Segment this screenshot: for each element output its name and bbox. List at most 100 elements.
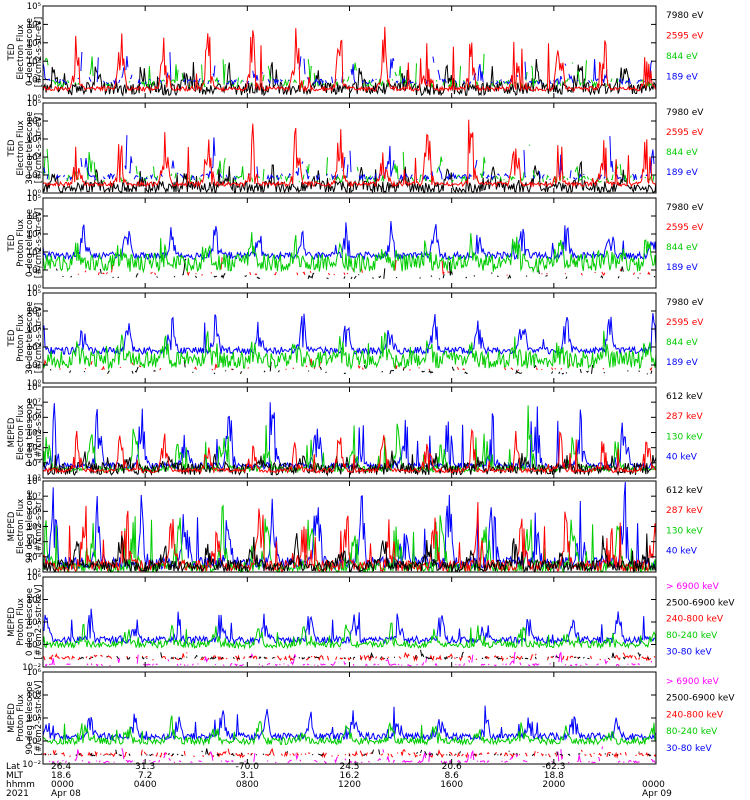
y-tick-label: 10⁰ xyxy=(27,284,42,294)
trace-series-3 xyxy=(43,221,656,261)
trace-series-1 xyxy=(49,360,653,375)
y-axis-label-line: 30 deg telescope xyxy=(25,301,35,374)
y-tick-label: 10⁻² xyxy=(22,663,41,673)
footer-mlt: 18.6 xyxy=(51,771,71,781)
y-tick-label: 10² xyxy=(27,153,41,163)
y-tick-label: 10² xyxy=(27,474,41,484)
legend-entry: 2595 eV xyxy=(666,318,704,328)
y-tick-label: 10⁻² xyxy=(22,760,41,770)
y-axis-label-line: TED xyxy=(7,43,17,62)
legend-entry: 287 keV xyxy=(666,412,703,422)
y-tick-label: 10³ xyxy=(27,230,41,240)
y-tick-label: 10⁵ xyxy=(27,429,41,439)
plot-frame xyxy=(42,576,657,668)
y-axis-label-line: MEPED xyxy=(7,703,17,733)
y-tick-label: 10³ xyxy=(27,459,41,469)
y-tick-label: 10⁵ xyxy=(27,289,41,299)
y-axis-label-line: [#/cm2-s-str] xyxy=(34,404,44,461)
y-tick-label: 10³ xyxy=(27,135,41,145)
y-tick-label: 10⁴ xyxy=(27,691,42,701)
y-tick-label: 10⁴ xyxy=(27,212,42,222)
y-tick-label: 10² xyxy=(27,568,41,578)
trace-series-4 xyxy=(43,428,656,475)
y-tick-label: 10² xyxy=(27,618,41,628)
panel-6: 10² 10³ 10⁴ 10⁵ 10⁶ 10⁷ 10⁸ MEPEDElectron Flux9… xyxy=(7,477,703,578)
footer-hhmm: 0800 xyxy=(236,780,259,790)
y-axis-label: MEPEDProton Flux0 deg telescope[#/cm2-s-… xyxy=(7,585,44,660)
y-tick-label: 10⁷ xyxy=(27,492,42,502)
y-tick-label: 10¹ xyxy=(27,361,41,371)
legend-entry: 2595 eV xyxy=(666,31,704,41)
footer-mlt: 16.2 xyxy=(339,771,359,781)
panel-3: 10⁰ 10¹ 10² 10³ 10⁴ 10⁵ TEDProton Flux0 deg te… xyxy=(7,194,704,294)
legend-entry: 30-80 keV xyxy=(666,744,712,754)
y-tick-label: 10⁵ xyxy=(27,194,41,204)
y-tick-label: 10⁰ xyxy=(27,641,42,651)
traces xyxy=(43,119,656,193)
y-axis-label-line: Proton Flux xyxy=(16,598,26,646)
footer-lat: 31.3 xyxy=(135,762,155,772)
y-axis-label-line: MEPED xyxy=(7,607,17,637)
trace-series-4 xyxy=(43,119,656,189)
y-axis-label-line: [#/cm2-s-str-keV] xyxy=(34,681,44,756)
trace-series-4 xyxy=(43,330,656,371)
y-axis-label-line: 0 deg telescope xyxy=(25,18,35,86)
legend-entry: 612 keV xyxy=(666,392,703,402)
y-tick-label: 10¹ xyxy=(27,171,41,181)
legend-entry: 80-240 keV xyxy=(666,631,718,641)
y-tick-label: 10¹ xyxy=(27,266,41,276)
y-axis-label-line: TED xyxy=(7,329,17,348)
trace-series-5 xyxy=(44,748,652,757)
panel-2: 10⁰ 10¹ 10² 10³ 10⁴ 10⁵ TEDElectron Flux30 deg… xyxy=(7,99,704,199)
legend-entry: 7980 eV xyxy=(666,11,704,21)
footer-row-label: hhmm xyxy=(6,780,35,790)
legend-entry: 130 keV xyxy=(666,526,703,536)
legend-entry: 844 eV xyxy=(666,148,699,158)
y-tick-label: 10⁴ xyxy=(27,538,42,548)
y-tick-label: 10⁴ xyxy=(27,444,42,454)
y-axis-label-line: TED xyxy=(7,139,17,158)
traces xyxy=(43,221,656,280)
legend-entry: 80-240 keV xyxy=(666,727,718,737)
legend-entry: 2500-6900 keV xyxy=(666,694,735,704)
y-axis-label-line: [#/cm2-s-str-eV] xyxy=(34,208,44,278)
trace-series-4 xyxy=(43,232,656,274)
legend-entry: > 6900 keV xyxy=(666,582,720,592)
y-tick-label: 10⁶ xyxy=(27,668,42,678)
legend-entry: 189 eV xyxy=(666,263,699,273)
y-axis-label-line: 90 deg telescope xyxy=(25,490,35,563)
y-axis-label: TEDElectron Flux30 deg telescope[#/cm2-s… xyxy=(7,111,44,184)
legend-entry: 7980 eV xyxy=(666,108,704,118)
traces xyxy=(43,402,656,477)
y-axis-label-line: 30 deg telescope xyxy=(25,111,35,184)
footer-mlt: 8.6 xyxy=(445,771,460,781)
footer-hhmm: 0000 xyxy=(642,780,665,790)
legend-entry: 2500-6900 keV xyxy=(666,598,735,608)
traces xyxy=(43,705,656,764)
footer-lat: -62.3 xyxy=(542,762,565,772)
trace-series-1 xyxy=(43,58,656,97)
y-tick-label: 10⁴ xyxy=(27,117,42,127)
trace-series-1 xyxy=(43,651,656,662)
y-axis-label-line: 90 deg telescope xyxy=(25,681,35,754)
panel-1: 10⁰ 10¹ 10² 10³ 10⁴ 10⁵ TEDElectron Flux0 deg … xyxy=(7,2,704,104)
y-tick-label: 10² xyxy=(27,248,41,258)
legend-entry: > 6900 keV xyxy=(666,677,720,687)
trace-series-2 xyxy=(44,53,654,89)
y-tick-label: 10⁶ xyxy=(27,573,42,583)
y-axis-label-line: [#/cm2-s-str-eV] xyxy=(34,113,44,183)
legend-entry: 40 keV xyxy=(666,547,698,557)
y-axis-label-line: Electron Flux xyxy=(16,24,26,79)
footer-row-label: 2021 xyxy=(6,789,29,799)
legend-entry: 7980 eV xyxy=(666,203,704,213)
y-axis-label: TEDProton Flux0 deg telescope[#/cm2-s-st… xyxy=(7,208,44,278)
footer-row-label: MLT xyxy=(6,771,24,781)
trace-series-2 xyxy=(43,608,656,646)
y-tick-label: 10⁵ xyxy=(27,99,41,109)
legend-entry: 189 eV xyxy=(666,168,699,178)
trace-series-5 xyxy=(80,650,655,659)
footer-hhmm: 2000 xyxy=(542,780,565,790)
y-tick-label: 10⁷ xyxy=(27,398,42,408)
y-axis-label-line: 0 deg telescope xyxy=(25,588,35,656)
